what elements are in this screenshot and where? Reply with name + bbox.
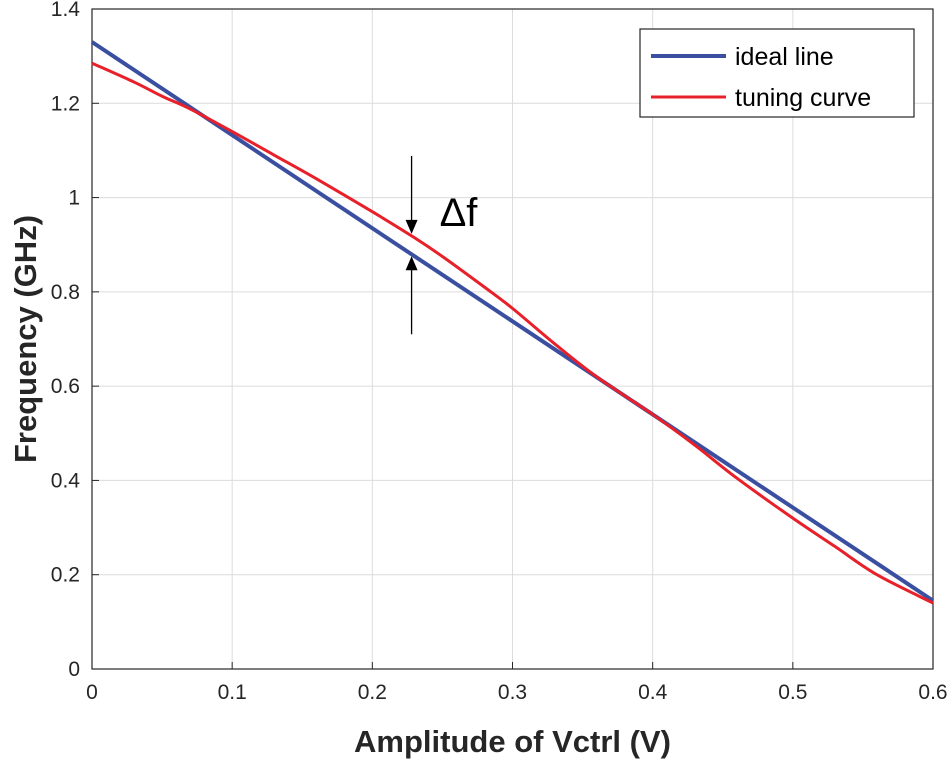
y-tick-label: 0	[68, 658, 80, 681]
arrow-up-head	[405, 256, 418, 271]
legend-label-tuning-curve: tuning curve	[735, 84, 871, 112]
series-line-tuning-curve	[91, 61, 934, 605]
x-tick-label: 0	[86, 681, 98, 704]
y-tick-label: 0.6	[51, 375, 80, 398]
x-tick-label: 0.2	[358, 681, 387, 704]
y-tick-label: 1.4	[51, 0, 81, 21]
x-tick-label: 0.1	[218, 681, 247, 704]
legend-box	[639, 28, 915, 118]
y-tick-label: 0.2	[51, 564, 80, 587]
x-tick-label: 0.5	[778, 681, 807, 704]
series-line-ideal-line	[90, 40, 935, 603]
y-tick-label: 1	[68, 187, 80, 210]
tick-labels: 0 0.1 0.2 0.3 0.4 0.5 0.6 0 0.2 0.4 0.6 0.8 1 1.2 1.4	[51, 0, 948, 704]
x-axis-label: Amplitude of Vctrl (V)	[354, 724, 671, 759]
y-tick-label: 1.2	[51, 92, 80, 115]
arrow-down-head	[405, 219, 418, 234]
x-tick-label: 0.3	[498, 681, 527, 704]
series-layer	[90, 40, 935, 605]
legend: ideal line tuning curve	[639, 28, 915, 118]
x-tick-label: 0.6	[918, 681, 947, 704]
y-tick-label: 0.8	[51, 281, 80, 304]
legend-label-ideal-line: ideal line	[735, 43, 834, 71]
delta-f-annotation: Δf	[405, 155, 479, 335]
delta-f-label: Δf	[440, 191, 479, 235]
x-tick-label: 0.4	[638, 681, 668, 704]
y-tick-label: 0.4	[51, 469, 81, 492]
y-axis-label: Frequency (GHz)	[8, 215, 43, 463]
